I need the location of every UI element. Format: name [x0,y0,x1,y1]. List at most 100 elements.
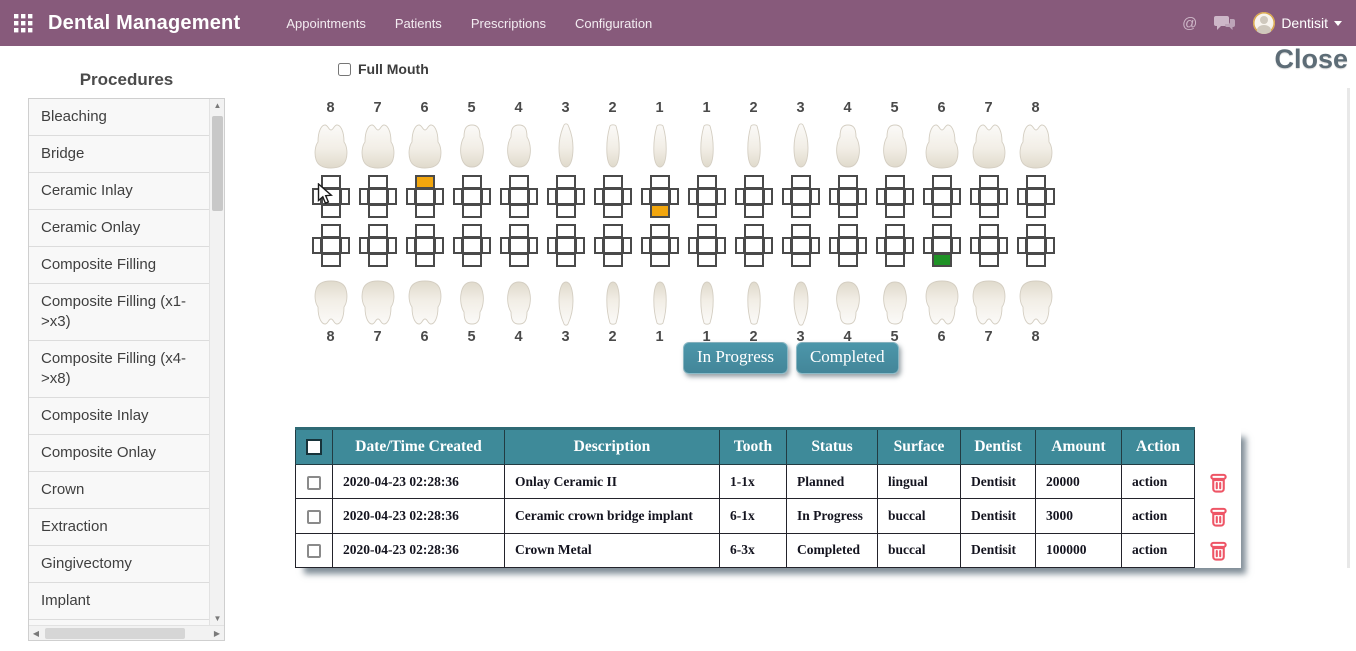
surface-box-bottom[interactable] [555,204,576,218]
surface-box-center[interactable] [931,188,952,205]
surface-box-right[interactable] [621,188,632,205]
action-cell[interactable]: action [1121,532,1195,569]
surface-box-right[interactable] [856,188,867,205]
surface-box-center[interactable] [649,237,670,254]
surface-box-top[interactable] [743,224,764,238]
surface-box-top[interactable] [602,175,623,189]
surface-box-right[interactable] [339,237,350,254]
surface-box-right[interactable] [527,237,538,254]
surface-box-top[interactable] [884,224,905,238]
surface-box-top[interactable] [555,175,576,189]
trash-icon[interactable] [1208,472,1229,494]
menu-item-configuration[interactable]: Configuration [574,15,653,31]
row-checkbox[interactable] [307,544,321,559]
surface-box-top[interactable] [649,175,670,189]
page-scrollbar-track[interactable] [1347,88,1350,568]
surface-box-right[interactable] [809,188,820,205]
surface-box-bottom[interactable] [743,204,764,218]
surface-box-top[interactable] [367,224,388,238]
surface-box-bottom[interactable] [367,204,388,218]
surface-box-right[interactable] [1044,188,1055,205]
row-checkbox[interactable] [307,509,321,524]
surface-box-right[interactable] [621,237,632,254]
surface-box-top[interactable] [555,224,576,238]
surface-box-bottom[interactable] [461,253,482,267]
surface-box-center[interactable] [790,237,811,254]
surface-box-top[interactable] [884,175,905,189]
surface-box-right[interactable] [715,237,726,254]
surface-box-top[interactable] [1025,175,1046,189]
close-button[interactable]: Close [1274,44,1348,74]
surface-box-center[interactable] [790,188,811,205]
surface-box-right[interactable] [574,188,585,205]
action-cell[interactable]: action [1121,498,1195,534]
row-checkbox[interactable] [307,475,321,490]
procedure-item[interactable]: Implant [29,583,210,620]
surface-box-top[interactable] [696,224,717,238]
procedure-item[interactable]: Bleaching [29,99,210,136]
surface-box-bottom[interactable] [1025,204,1046,218]
surface-box-bottom[interactable] [508,253,529,267]
select-all-checkbox[interactable] [306,439,322,456]
surface-box-bottom[interactable] [1025,253,1046,267]
surface-box-right[interactable] [950,237,961,254]
surface-box-bottom[interactable] [978,204,999,218]
surface-box-bottom[interactable] [931,204,952,218]
surface-box-top[interactable] [978,175,999,189]
surface-box-top[interactable] [696,175,717,189]
surface-box-right[interactable] [903,237,914,254]
surface-box-right[interactable] [480,188,491,205]
surface-box-top[interactable] [931,224,952,238]
procedure-item[interactable]: Composite Filling [29,247,210,284]
surface-box-bottom[interactable] [743,253,764,267]
surface-box-bottom[interactable] [461,204,482,218]
surface-box-center[interactable] [320,188,341,205]
surface-box-top[interactable] [790,175,811,189]
surface-box-center[interactable] [602,237,623,254]
chat-icon[interactable] [1214,15,1236,32]
procedure-item-partial[interactable] [29,620,210,626]
action-cell[interactable]: action [1121,463,1195,500]
surface-box-bottom[interactable] [414,253,435,267]
surface-box-center[interactable] [461,188,482,205]
surface-box-top[interactable] [931,175,952,189]
surface-box-center[interactable] [931,237,952,254]
surface-box-right[interactable] [1044,237,1055,254]
surface-box-right[interactable] [668,237,679,254]
procedure-item[interactable]: Composite Inlay [29,398,210,435]
surface-box-right[interactable] [809,237,820,254]
surface-box-top[interactable] [837,175,858,189]
surface-box-center[interactable] [743,237,764,254]
surface-box-bottom[interactable] [884,204,905,218]
surface-box-bottom[interactable] [837,253,858,267]
surface-box-center[interactable] [508,188,529,205]
surface-box-right[interactable] [950,188,961,205]
surface-box-center[interactable] [320,237,341,254]
procedure-item[interactable]: Crown [29,472,210,509]
surface-box-right[interactable] [762,188,773,205]
surface-box-bottom[interactable] [555,253,576,267]
user-menu[interactable]: Dentisit [1253,12,1342,34]
surface-box-center[interactable] [696,237,717,254]
surface-box-center[interactable] [884,188,905,205]
surface-box-right[interactable] [433,188,444,205]
surface-box-right[interactable] [715,188,726,205]
surface-box-right[interactable] [527,188,538,205]
surface-box-center[interactable] [1025,237,1046,254]
surface-box-center[interactable] [696,188,717,205]
surface-box-top[interactable] [743,175,764,189]
surface-box-center[interactable] [837,237,858,254]
surface-box-bottom[interactable] [367,253,388,267]
surface-box-top[interactable] [367,175,388,189]
surface-box-top[interactable] [1025,224,1046,238]
surface-box-top[interactable] [649,224,670,238]
surface-box-bottom[interactable] [649,253,670,267]
surface-box-right[interactable] [856,237,867,254]
surface-box-center[interactable] [602,188,623,205]
surface-box-center[interactable] [367,237,388,254]
surface-box-center[interactable] [508,237,529,254]
full-mouth-checkbox[interactable] [338,62,351,76]
scroll-down-arrow-icon[interactable]: ▼ [213,614,222,623]
trash-icon[interactable] [1208,506,1229,528]
surface-box-center[interactable] [978,188,999,205]
